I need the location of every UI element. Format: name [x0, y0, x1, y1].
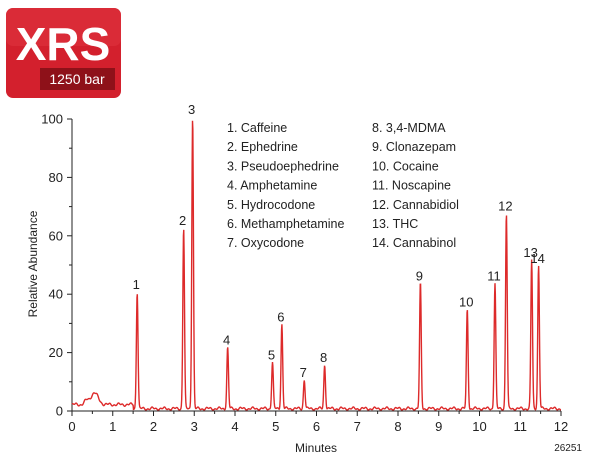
legend-item: 6. Methamphetamine [227, 217, 344, 231]
y-tick-label: 80 [49, 170, 63, 185]
legend-item: 14. Cannabinol [372, 236, 456, 250]
legend-item: 9. Clonazepam [372, 140, 456, 154]
compound-legend: 1. Caffeine 2. Ephedrine 3. Pseudoephedrin… [227, 121, 459, 250]
x-tick-label: 10 [472, 419, 486, 434]
x-tick-label: 12 [554, 419, 568, 434]
x-tick-label: 5 [272, 419, 279, 434]
badge-subtitle: 1250 bar [49, 71, 105, 87]
legend-column-left: 1. Caffeine 2. Ephedrine 3. Pseudoephedrin… [227, 121, 344, 250]
legend-item: 5. Hydrocodone [227, 198, 315, 212]
peak-label-7: 7 [300, 365, 307, 380]
peak-label-4: 4 [223, 333, 230, 348]
peak-label-12: 12 [498, 198, 512, 213]
badge-highlight [6, 8, 121, 46]
peak-label-13: 13 [523, 245, 537, 260]
legend-item: 4. Amphetamine [227, 179, 317, 193]
legend-item: 10. Cocaine [372, 159, 439, 173]
legend-item: 1. Caffeine [227, 121, 287, 135]
x-tick-label: 0 [68, 419, 75, 434]
peak-label-11: 11 [487, 268, 501, 283]
x-tick-label: 3 [191, 419, 198, 434]
legend-column-right: 8. 3,4-MDMA 9. Clonazepam 10. Cocaine 11. N… [372, 121, 459, 250]
peak-label-6: 6 [277, 309, 284, 324]
peak-label-14: 14 [530, 251, 544, 266]
x-tick-label: 2 [150, 419, 157, 434]
x-tick-label: 9 [435, 419, 442, 434]
x-tick-label: 8 [394, 419, 401, 434]
peak-label-3: 3 [188, 102, 195, 117]
y-tick-label: 0 [56, 404, 63, 419]
x-tick-label: 6 [313, 419, 320, 434]
xrs-logo-badge: XRS 1250 bar [6, 8, 121, 98]
peak-label-2: 2 [179, 213, 186, 228]
x-tick-label: 1 [109, 419, 116, 434]
x-tick-label: 4 [231, 419, 238, 434]
legend-item: 8. 3,4-MDMA [372, 121, 446, 135]
peak-label-10: 10 [459, 295, 473, 310]
peak-label-9: 9 [416, 268, 423, 283]
peak-label-1: 1 [133, 277, 140, 292]
figure-id: 26251 [554, 443, 582, 454]
y-tick-label: 40 [49, 287, 63, 302]
peak-label-5: 5 [268, 347, 275, 362]
x-axis-title: Minutes [295, 441, 337, 455]
y-axis-title: Relative Abundance [26, 210, 40, 317]
badge-title: XRS [16, 18, 111, 70]
legend-item: 12. Cannabidiol [372, 198, 459, 212]
peak-label-8: 8 [320, 350, 327, 365]
legend-item: 13. THC [372, 217, 418, 231]
legend-item: 11. Noscapine [372, 179, 451, 193]
x-tick-label: 7 [354, 419, 361, 434]
badge-subtitle-box [40, 68, 115, 90]
y-tick-label: 20 [49, 345, 63, 360]
legend-item: 2. Ephedrine [227, 140, 298, 154]
legend-item: 7. Oxycodone [227, 236, 304, 250]
x-tick-label: 11 [514, 419, 528, 434]
chromatogram-trace [71, 120, 562, 411]
y-tick-label: 60 [49, 228, 63, 243]
y-tick-label: 100 [41, 112, 63, 127]
legend-item: 3. Pseudoephedrine [227, 159, 339, 173]
